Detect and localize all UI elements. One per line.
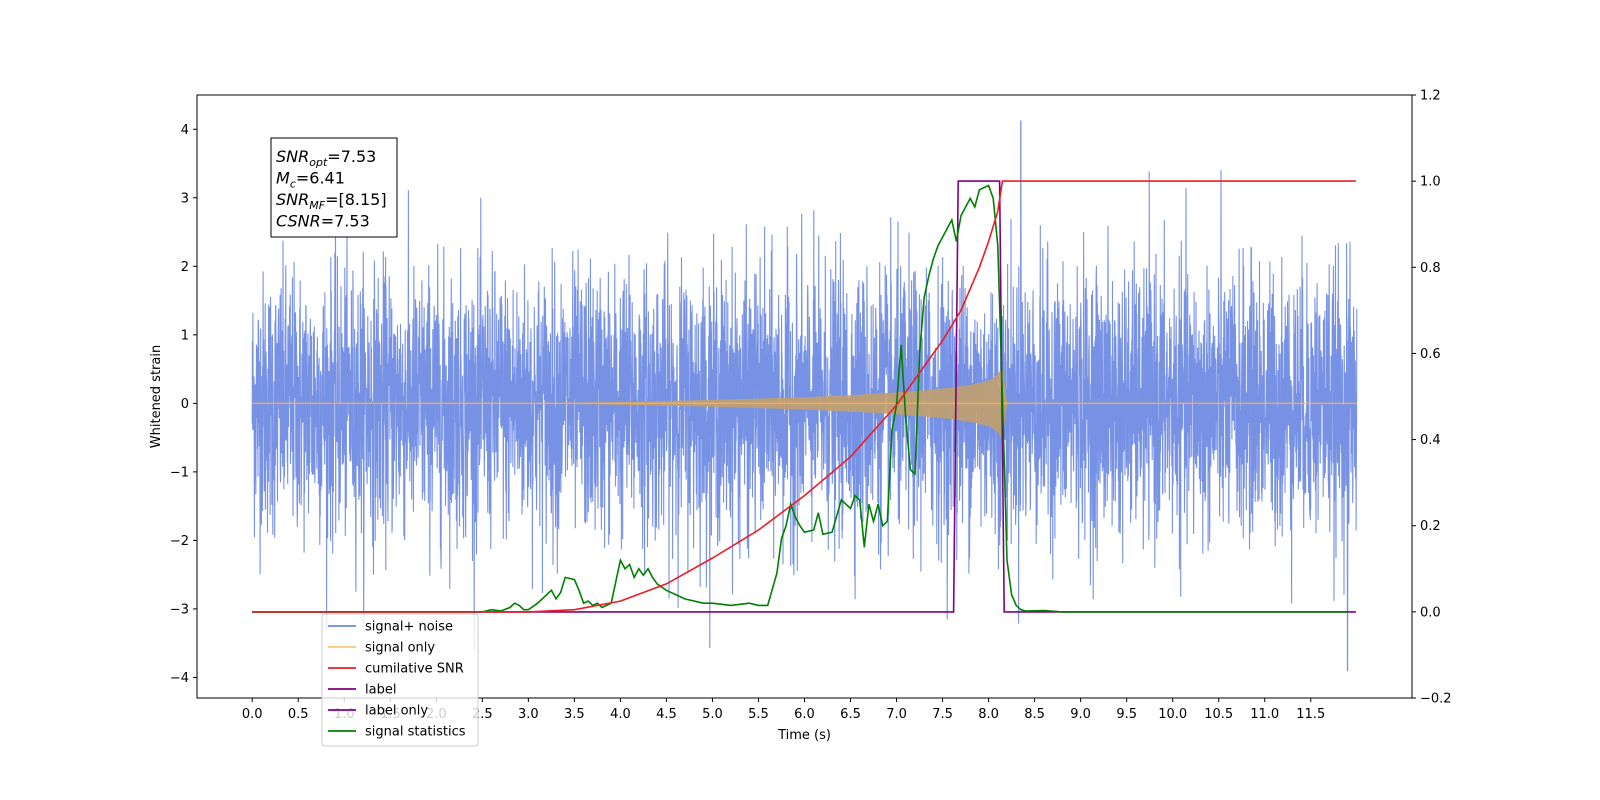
signal-statistics-line bbox=[252, 184, 1348, 613]
legend-label: signal statistics bbox=[365, 725, 466, 740]
cumulative-snr-line bbox=[252, 180, 1356, 613]
x-tick-label: 11.5 bbox=[1296, 707, 1325, 722]
legend-label: label bbox=[365, 683, 396, 698]
x-tick-label: 3.5 bbox=[564, 707, 585, 722]
x-tick-label: 8.0 bbox=[978, 707, 999, 722]
y-tick-label: −4 bbox=[170, 671, 189, 686]
x-tick-label: 5.0 bbox=[702, 707, 723, 722]
annotation-line: CSNR=7.53 bbox=[276, 212, 370, 231]
y-tick-label: 0 bbox=[181, 397, 189, 412]
series-signal-only bbox=[252, 366, 1357, 441]
x-axis-label: Time (s) bbox=[777, 728, 831, 743]
x-tick-label: 4.5 bbox=[656, 707, 677, 722]
x-tick-label: 8.5 bbox=[1024, 707, 1045, 722]
annotation-frame bbox=[270, 137, 398, 238]
x-tick-label: 7.0 bbox=[886, 707, 907, 722]
legend-label: signal only bbox=[365, 641, 435, 656]
x-tick-label: 5.5 bbox=[748, 707, 769, 722]
x-tick-label: 10.0 bbox=[1158, 707, 1187, 722]
y2-tick-label: 0.2 bbox=[1420, 519, 1441, 534]
legend-frame bbox=[321, 613, 479, 747]
y-tick-label: −1 bbox=[170, 465, 189, 480]
x-tick-label: 9.0 bbox=[1070, 707, 1091, 722]
y2-tick-label: 1.2 bbox=[1420, 89, 1441, 104]
annotation-line: Mc=6.41 bbox=[276, 169, 345, 191]
x-tick-label: 11.0 bbox=[1250, 707, 1279, 722]
y-axis-label: Whitened strain bbox=[149, 345, 164, 448]
y-tick-label: −3 bbox=[170, 602, 189, 617]
series-signal-noise bbox=[251, 120, 1358, 672]
y-tick-label: 3 bbox=[181, 191, 189, 206]
legend-label: signal+ noise bbox=[365, 620, 453, 635]
y2-tick-label: 0.4 bbox=[1420, 433, 1441, 448]
y2-axis-ticks: −0.2 0.0 0.2 0.4 0.6 0.8 1.0 1.2 bbox=[1412, 89, 1452, 707]
x-tick-label: 6.0 bbox=[794, 707, 815, 722]
annotation-line: SNRMF=[8.15] bbox=[276, 190, 387, 212]
y-tick-label: −2 bbox=[170, 534, 189, 549]
y2-tick-label: −0.2 bbox=[1420, 692, 1452, 707]
legend-label: label only bbox=[365, 704, 428, 719]
x-tick-label: 0.5 bbox=[288, 707, 309, 722]
x-tick-label: 9.5 bbox=[1116, 707, 1137, 722]
annotation-line: SNRopt=7.53 bbox=[276, 147, 376, 169]
x-tick-label: 10.5 bbox=[1204, 707, 1233, 722]
legend-label: cumilative SNR bbox=[365, 662, 464, 677]
x-tick-label: 3.0 bbox=[518, 707, 539, 722]
signal-noise-line bbox=[251, 120, 1358, 672]
y2-tick-label: 0.6 bbox=[1420, 347, 1441, 362]
y-tick-label: 2 bbox=[181, 260, 189, 275]
y-axis-ticks: −4 −3 −2 −1 0 1 2 3 4 bbox=[170, 123, 197, 686]
x-tick-label: 6.5 bbox=[840, 707, 861, 722]
y2-tick-label: 0.8 bbox=[1420, 261, 1441, 276]
y-tick-label: 1 bbox=[181, 328, 189, 343]
y-tick-label: 4 bbox=[181, 123, 189, 138]
y2-tick-label: 1.0 bbox=[1420, 175, 1441, 190]
y2-tick-label: 0.0 bbox=[1420, 605, 1441, 620]
right-axis-series bbox=[252, 180, 1356, 613]
x-tick-label: 4.0 bbox=[610, 707, 631, 722]
legend: signal+ noise signal only cumilative SNR la… bbox=[321, 613, 479, 747]
x-tick-label: 7.5 bbox=[932, 707, 953, 722]
x-tick-label: 0.0 bbox=[242, 707, 263, 722]
